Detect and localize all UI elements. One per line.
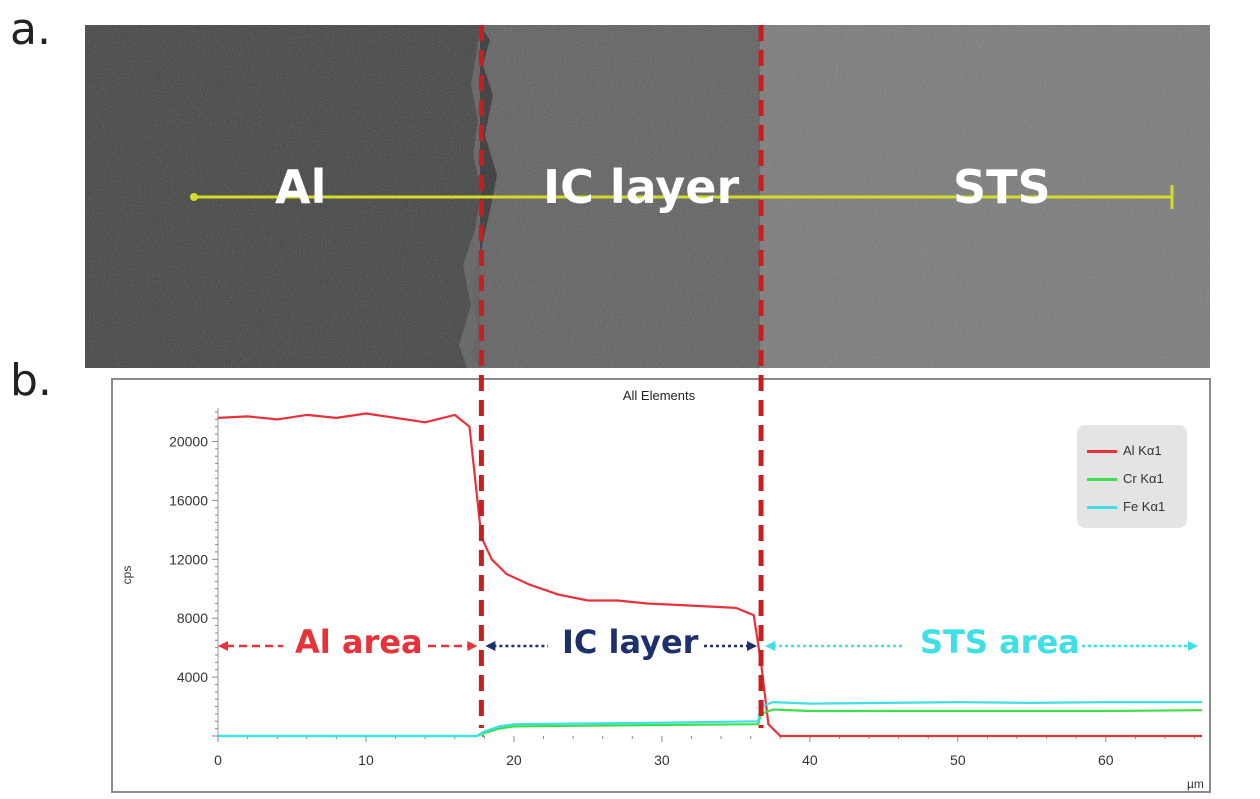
y-axis-label: cps <box>120 566 134 585</box>
legend-item-cr: Cr Kα1 <box>1087 471 1164 486</box>
x-tick-label: 0 <box>214 752 222 768</box>
sts-arrowhead-left <box>765 641 776 651</box>
legend-item-al: Al Kα1 <box>1087 443 1162 458</box>
x-tick-label: 60 <box>1098 752 1114 768</box>
annotation-ic-layer: IC layer <box>562 623 699 661</box>
annotation-al-area: Al area <box>295 623 423 661</box>
x-tick-label: 40 <box>802 752 818 768</box>
x-axis-label: µm <box>1187 777 1204 791</box>
y-tick-label: 12000 <box>169 551 208 567</box>
panel-label-b: b. <box>10 355 52 406</box>
linescan-start-marker <box>190 193 198 201</box>
region-label-al: Al <box>275 160 327 214</box>
legend-label-cr: Cr Kα1 <box>1123 471 1164 486</box>
plot-frame <box>111 378 1211 793</box>
ic-arrowhead-right <box>747 641 758 651</box>
annotation-sts-area: STS area <box>920 623 1080 661</box>
x-tick-label: 50 <box>950 752 966 768</box>
sem-overlay <box>190 185 1174 209</box>
legend-label-al: Al Kα1 <box>1123 443 1162 458</box>
al-area-arrowhead-left <box>218 641 228 651</box>
region-label-ic-layer: IC layer <box>543 160 740 214</box>
y-tick-label: 4000 <box>177 669 208 685</box>
y-tick-label: 8000 <box>177 610 208 626</box>
legend-item-fe: Fe Kα1 <box>1087 499 1165 514</box>
sem-micrograph: Al IC layer STS <box>85 25 1210 368</box>
fe-series-line <box>218 700 1202 738</box>
region-label-sts: STS <box>953 160 1051 214</box>
x-tick-label: 20 <box>506 752 522 768</box>
legend-swatch-fe <box>1087 506 1117 510</box>
y-tick-label: 20000 <box>169 433 208 449</box>
chart-legend: Al Kα1 Cr Kα1 Fe Kα1 <box>1077 425 1187 528</box>
ic-arrowhead-left <box>485 641 496 651</box>
al-series-line <box>217 412 1202 738</box>
x-tick-label: 30 <box>654 752 670 768</box>
y-tick-label: 16000 <box>169 492 208 508</box>
chart-title: All Elements <box>623 388 696 403</box>
x-tick-label: 10 <box>358 752 374 768</box>
legend-label-fe: Fe Kα1 <box>1123 499 1166 514</box>
al-area-arrowhead-right <box>467 641 478 651</box>
legend-swatch-cr <box>1087 478 1117 482</box>
sts-arrowhead-right <box>1188 641 1198 651</box>
panel-label-a: a. <box>10 4 51 55</box>
legend-swatch-al <box>1087 450 1117 454</box>
